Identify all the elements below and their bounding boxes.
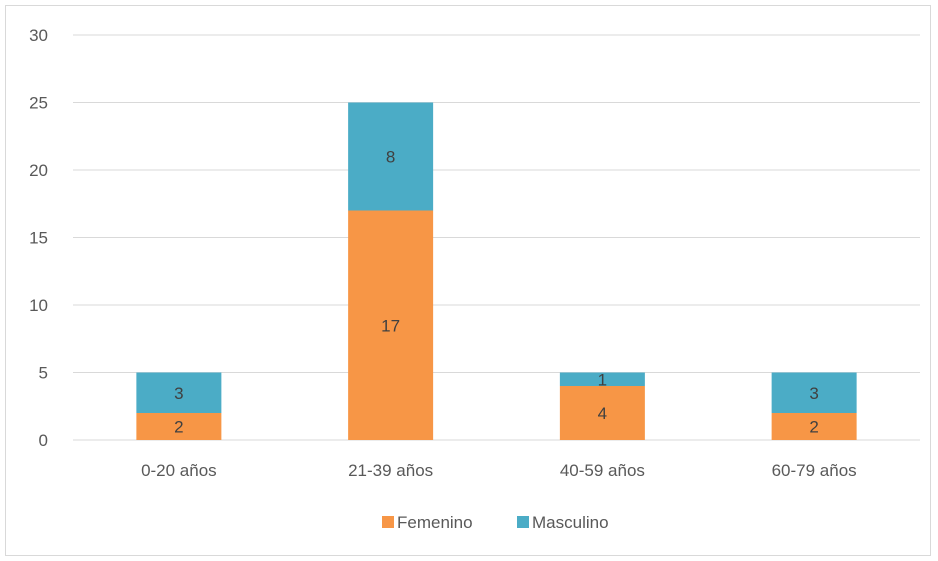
y-tick-label-10: 10 <box>29 296 48 315</box>
bars <box>136 102 857 440</box>
data-label-femenino-0: 2 <box>174 418 183 437</box>
legend-label-masculino: Masculino <box>532 513 609 532</box>
x-tick-label-2: 40-59 años <box>560 461 645 480</box>
bar-masculino-0 <box>136 372 222 413</box>
data-label-femenino-3: 2 <box>809 418 818 437</box>
y-tick-label-30: 30 <box>29 26 48 45</box>
legend-label-femenino: Femenino <box>397 513 473 532</box>
bar-femenino-3 <box>771 413 857 440</box>
legend-swatch-femenino <box>382 516 394 528</box>
x-tick-label-0: 0-20 años <box>141 461 217 480</box>
x-axis-tick-labels: 0-20 años 21-39 años 40-59 años 60-79 años <box>141 461 857 480</box>
bar-femenino-1 <box>348 210 434 440</box>
y-axis-tick-labels: 0 5 10 15 20 25 30 <box>29 26 48 450</box>
y-tick-label-0: 0 <box>39 431 48 450</box>
data-labels: 2 3 17 8 4 1 2 3 <box>174 148 819 437</box>
legend: Femenino Masculino <box>382 513 609 532</box>
y-tick-label-25: 25 <box>29 94 48 113</box>
chart-frame <box>5 5 931 556</box>
x-tick-label-3: 60-79 años <box>772 461 857 480</box>
data-label-femenino-2: 4 <box>598 404 607 423</box>
data-label-femenino-1: 17 <box>381 316 400 335</box>
bar-masculino-1 <box>348 102 434 211</box>
x-tick-label-1: 21-39 años <box>348 461 433 480</box>
y-tick-label-5: 5 <box>39 364 48 383</box>
bar-femenino-0 <box>136 413 222 440</box>
data-label-masculino-2: 1 <box>598 370 607 389</box>
data-label-masculino-0: 3 <box>174 384 183 403</box>
bar-femenino-2 <box>559 386 645 440</box>
data-label-masculino-3: 3 <box>809 384 818 403</box>
y-tick-label-15: 15 <box>29 229 48 248</box>
data-label-masculino-1: 8 <box>386 148 395 167</box>
y-tick-label-20: 20 <box>29 161 48 180</box>
legend-swatch-masculino <box>517 516 529 528</box>
bar-masculino-3 <box>771 372 857 413</box>
bar-masculino-2 <box>559 372 645 386</box>
